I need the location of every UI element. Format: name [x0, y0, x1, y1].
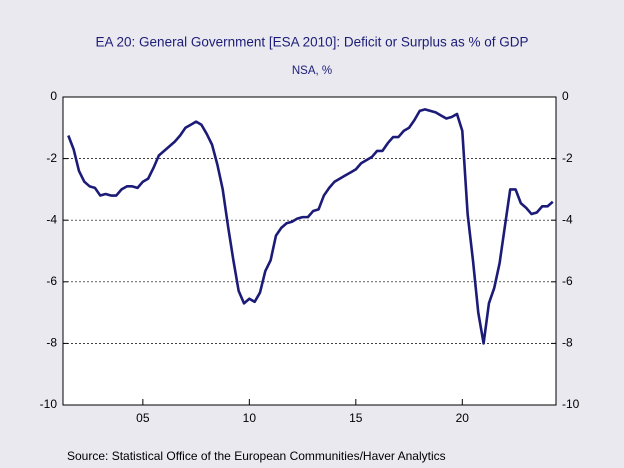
- y-tick-label: -6: [46, 274, 57, 288]
- y-tick-label: -8: [46, 336, 57, 350]
- plot-area: [63, 97, 556, 405]
- chart-title: EA 20: General Government [ESA 2010]: De…: [96, 35, 529, 50]
- x-tick-label: 20: [456, 411, 470, 425]
- y2-tick-label: -6: [562, 274, 573, 288]
- y2-tick-label: -4: [562, 212, 573, 226]
- plot-frame: [62, 96, 557, 406]
- y2-tick-label: -8: [562, 336, 573, 350]
- y-tick-label: -2: [46, 151, 57, 165]
- x-tick-label: 10: [243, 411, 257, 425]
- y-tick-label: -4: [46, 212, 57, 226]
- y-tick-label: -10: [40, 397, 58, 411]
- source-note: Source: Statistical Office of the Europe…: [67, 449, 446, 463]
- y2-tick-label: -10: [562, 397, 580, 411]
- x-tick-label: 15: [349, 411, 363, 425]
- x-tick-label: 05: [136, 411, 150, 425]
- y2-tick-label: -2: [562, 151, 573, 165]
- data-line: [67, 108, 554, 345]
- y2-tick-label: 0: [562, 89, 569, 103]
- chart-subtitle: NSA, %: [292, 65, 332, 77]
- y-tick-label: 0: [50, 89, 57, 103]
